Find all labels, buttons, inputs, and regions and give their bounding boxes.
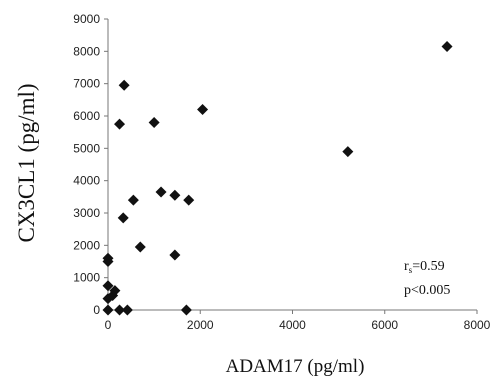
data-point xyxy=(197,104,209,116)
y-tick-label: 6000 xyxy=(73,109,100,123)
y-tick-label: 2000 xyxy=(73,238,100,252)
y-tick-label: 5000 xyxy=(73,141,100,155)
data-point xyxy=(121,304,133,316)
data-point xyxy=(114,118,126,130)
y-tick-label: 9000 xyxy=(73,12,100,26)
data-point xyxy=(117,212,129,224)
y-tick-label: 8000 xyxy=(73,44,100,58)
data-point xyxy=(169,189,181,201)
x-axis-title: ADAM17 (pg/ml) xyxy=(226,356,365,377)
data-point xyxy=(180,304,192,316)
data-point xyxy=(114,304,126,316)
y-axis-title: CX3CL1 (pg/ml) xyxy=(14,83,39,242)
x-tick-label: 2000 xyxy=(187,318,214,332)
x-tick-label: 8000 xyxy=(464,318,491,332)
y-tick-label: 0 xyxy=(93,303,100,317)
y-tick-label: 4000 xyxy=(73,174,100,188)
data-point xyxy=(102,280,114,292)
data-point xyxy=(102,252,114,264)
y-tick-label: 7000 xyxy=(73,77,100,91)
x-axis-ticks: 0 2000 4000 6000 8000 xyxy=(105,310,491,332)
data-point xyxy=(169,249,181,261)
data-point xyxy=(118,79,130,91)
p-value-annotation: p<0.005 xyxy=(404,283,450,298)
y-tick-label: 1000 xyxy=(73,271,100,285)
x-tick-label: 4000 xyxy=(279,318,306,332)
data-point xyxy=(127,194,139,206)
x-tick-label: 6000 xyxy=(371,318,398,332)
data-point xyxy=(342,146,354,158)
data-point xyxy=(109,285,121,297)
data-point xyxy=(155,186,167,198)
x-tick-label: 0 xyxy=(105,318,112,332)
data-point xyxy=(441,40,453,52)
y-tick-label: 3000 xyxy=(73,206,100,220)
data-points xyxy=(102,40,453,316)
y-axis-ticks: 0 1000 2000 3000 4000 5000 6000 7000 8000 9000 xyxy=(73,12,108,317)
data-point xyxy=(183,194,195,206)
rs-annotation: rs=0.59 xyxy=(404,259,445,275)
data-point xyxy=(148,116,160,128)
data-point xyxy=(102,304,114,316)
data-point xyxy=(134,241,146,253)
